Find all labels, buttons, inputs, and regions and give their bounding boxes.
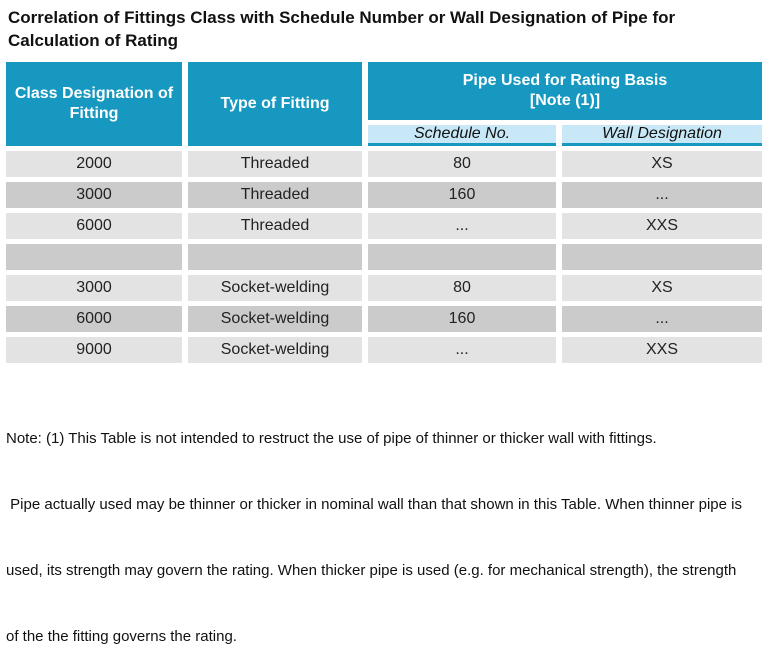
cell-type: Socket-welding: [188, 275, 362, 301]
cell-wall: ...: [562, 306, 762, 332]
cell-type: Threaded: [188, 213, 362, 239]
header-pipe-used-line-1: Pipe Used for Rating Basis: [462, 72, 668, 89]
note-line-2: Pipe actually used may be thinner or thi…: [6, 496, 742, 513]
cell-class: [6, 244, 182, 270]
table-row: 6000 Threaded ... XXS: [6, 213, 762, 239]
cell-schedule: [368, 244, 556, 270]
cell-type: Threaded: [188, 182, 362, 208]
table-row-separator: [6, 244, 762, 270]
cell-wall: XXS: [562, 337, 762, 363]
cell-class: 2000: [6, 151, 182, 177]
subheader-schedule-no: Schedule No.: [368, 125, 556, 146]
cell-wall: XXS: [562, 213, 762, 239]
header-class-designation: Class Designation of Fitting: [6, 62, 182, 146]
cell-type: Socket-welding: [188, 337, 362, 363]
note-line-1: Note: (1) This Table is not intended to …: [6, 430, 657, 447]
table-row: 6000 Socket-welding 160 ...: [6, 306, 762, 332]
cell-class: 9000: [6, 337, 182, 363]
cell-class: 3000: [6, 275, 182, 301]
header-pipe-used-group: Pipe Used for Rating Basis [Note (1)]: [368, 62, 762, 120]
cell-schedule: 160: [368, 306, 556, 332]
table-row: 2000 Threaded 80 XS: [6, 151, 762, 177]
table-row: 3000 Socket-welding 80 XS: [6, 275, 762, 301]
header-row-sub: Schedule No. Wall Designation: [6, 125, 762, 146]
cell-class: 3000: [6, 182, 182, 208]
page-title-line-1: Correlation of Fittings Class with Sched…: [8, 8, 676, 27]
cell-schedule: 80: [368, 275, 556, 301]
cell-wall: XS: [562, 151, 762, 177]
subheader-wall-designation: Wall Designation: [562, 125, 762, 146]
header-row-main: Class Designation of Fitting Type of Fit…: [6, 62, 762, 146]
page-title: Correlation of Fittings Class with Sched…: [8, 6, 760, 52]
note-line-3: used, its strength may govern the rating…: [6, 562, 737, 579]
table-row: 3000 Threaded 160 ...: [6, 182, 762, 208]
cell-type: Threaded: [188, 151, 362, 177]
header-type-of-fitting: Type of Fitting: [188, 62, 362, 146]
page-title-line-2: Calculation of Rating: [8, 31, 178, 50]
cell-wall: ...: [562, 182, 762, 208]
cell-class: 6000: [6, 213, 182, 239]
table-note: Note: (1) This Table is not intended to …: [6, 384, 762, 670]
fittings-correlation-table: Class Designation of Fitting Type of Fit…: [0, 57, 768, 368]
cell-class: 6000: [6, 306, 182, 332]
table-row: 9000 Socket-welding ... XXS: [6, 337, 762, 363]
cell-schedule: 80: [368, 151, 556, 177]
header-pipe-used-line-2: [Note (1)]: [529, 92, 601, 109]
cell-schedule: ...: [368, 337, 556, 363]
note-line-4: of the the fitting governs the rating.: [6, 628, 237, 645]
cell-wall: XS: [562, 275, 762, 301]
cell-schedule: ...: [368, 213, 556, 239]
cell-wall: [562, 244, 762, 270]
cell-type: [188, 244, 362, 270]
cell-schedule: 160: [368, 182, 556, 208]
cell-type: Socket-welding: [188, 306, 362, 332]
